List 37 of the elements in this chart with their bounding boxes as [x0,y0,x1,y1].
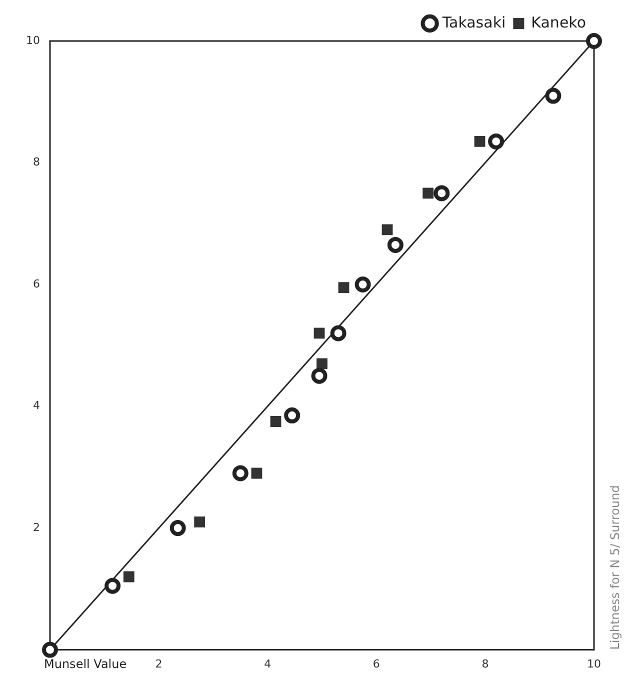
legend-label: Kaneko [531,13,586,32]
x-tick-label: 2 [155,657,162,670]
x-tick-label: 4 [264,657,272,670]
point [354,276,371,293]
point [232,465,248,482]
point [474,136,486,147]
point [422,188,434,199]
x-tick-label: 8 [482,657,489,670]
point [387,236,404,253]
y-tick-label: 2 [32,520,40,534]
point [194,516,206,528]
point [382,224,393,236]
point [123,571,134,582]
point [488,133,504,150]
point [338,282,350,294]
point [104,578,121,594]
point [42,642,58,658]
point [316,358,328,370]
point [311,368,328,384]
legend-label: Takasaki [441,13,506,32]
point [170,520,186,536]
y-tick-label: 6 [32,277,40,290]
point [434,185,450,202]
point [330,325,346,342]
point [545,88,562,104]
y-tick-label: 8 [32,156,40,169]
point [251,468,262,479]
point [314,328,325,339]
x-axis-title: Munsell Value [44,656,127,671]
point [270,416,282,427]
y-tick-label: 10 [26,34,40,47]
x-tick-label: 10 [587,657,601,670]
y-axis-title: Lightness for N 5/ Surround [608,485,622,650]
y-tick-label: 4 [32,399,40,412]
point [586,33,602,49]
point [284,407,300,424]
x-tick-label: 6 [372,657,380,670]
